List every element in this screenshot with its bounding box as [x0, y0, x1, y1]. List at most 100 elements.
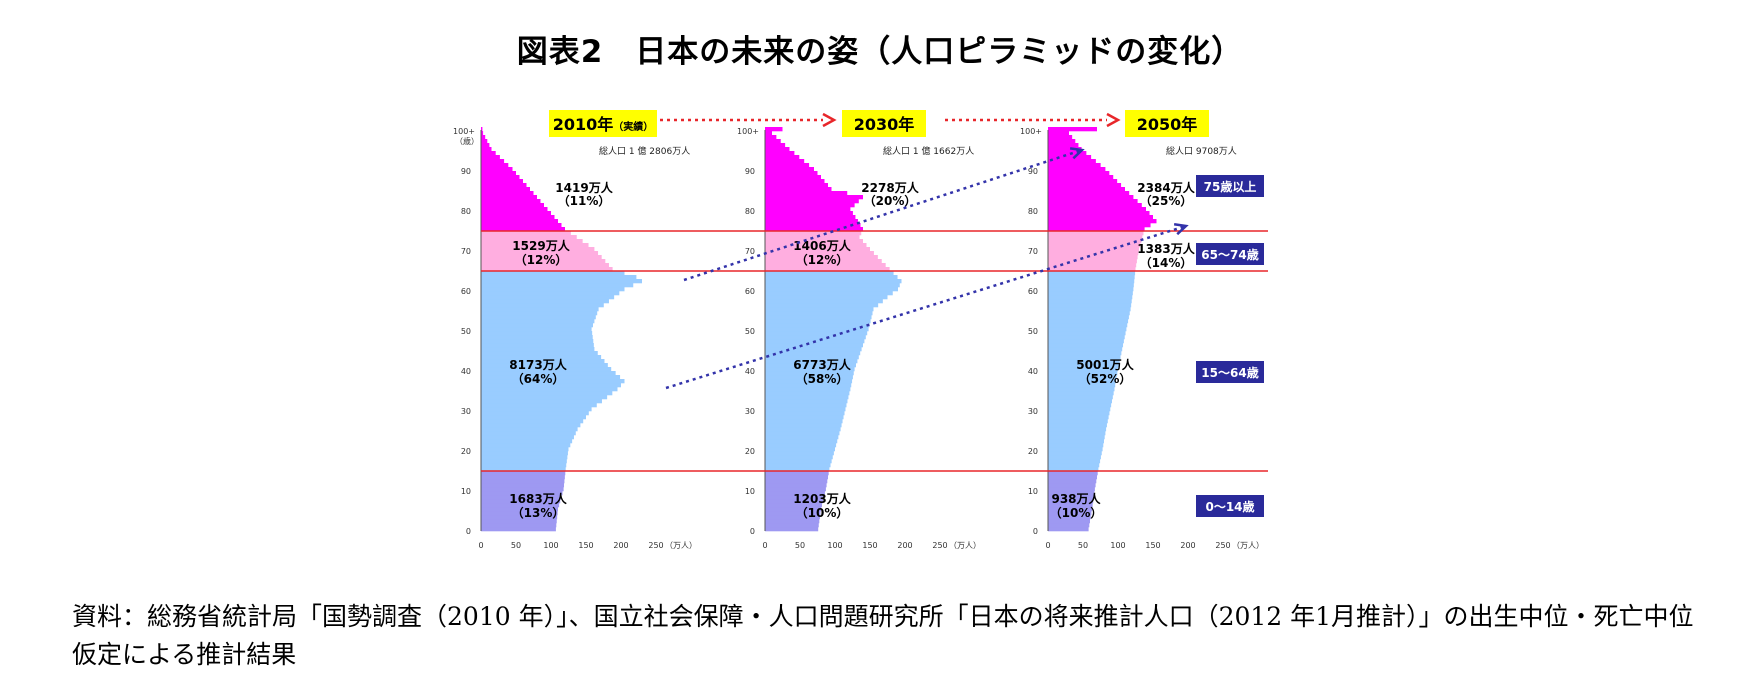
y-tick-label: 0 — [466, 527, 471, 536]
age-bar — [765, 131, 772, 136]
age-bar — [765, 411, 845, 416]
y-tick-label: 90 — [745, 167, 755, 176]
age-band-badge — [1196, 495, 1264, 517]
x-axis-unit-label: （万人） — [665, 541, 697, 550]
age-bar — [765, 331, 868, 336]
age-bar — [481, 235, 577, 240]
age-bar — [481, 195, 537, 200]
age-bar — [765, 203, 855, 208]
y-tick-label: 60 — [461, 287, 471, 296]
y-tick-label: 40 — [1028, 367, 1038, 376]
x-tick-label: 150 — [578, 541, 593, 550]
y-tick-label: 30 — [1028, 407, 1038, 416]
age-bar — [765, 523, 819, 528]
age-bar — [765, 495, 824, 500]
age-bar — [1048, 127, 1097, 132]
age-bar — [765, 491, 825, 496]
age-bar — [765, 459, 832, 464]
age-bar — [765, 255, 878, 260]
age-bar — [481, 427, 578, 432]
age-bar — [765, 467, 830, 472]
age-bar — [765, 151, 795, 156]
age-bar — [1048, 155, 1092, 160]
group-share-label: （13%） — [512, 505, 565, 520]
age-bar — [765, 499, 823, 504]
age-band-badge-label: 65～74歳 — [1201, 247, 1258, 262]
age-bar — [481, 127, 483, 132]
age-bar — [481, 375, 621, 380]
age-bar — [481, 479, 565, 484]
age-band-badge — [1196, 175, 1264, 197]
age-bar — [765, 483, 827, 488]
age-bar — [481, 387, 618, 392]
year-label-box — [549, 110, 657, 137]
y-tick-label: 80 — [461, 207, 471, 216]
age-bar — [765, 227, 863, 232]
age-bar — [1048, 211, 1150, 216]
age-bar — [765, 443, 837, 448]
y-tick-label-top: 100+ — [453, 127, 475, 136]
y-tick-label: 20 — [1028, 447, 1038, 456]
age-bar — [481, 323, 593, 328]
age-bar — [481, 183, 527, 188]
age-bar — [1048, 475, 1097, 480]
age-bar — [765, 159, 805, 164]
age-bar — [481, 407, 592, 412]
age-bar — [1048, 499, 1094, 504]
age-bar — [1048, 167, 1106, 172]
age-bar — [765, 507, 821, 512]
age-bar — [1048, 255, 1138, 260]
age-bar — [1048, 403, 1112, 408]
age-bar — [765, 231, 862, 236]
age-bar — [481, 139, 488, 144]
age-bar — [1048, 207, 1146, 212]
y-tick-label: 0 — [750, 527, 755, 536]
age-bar — [765, 279, 902, 284]
age-bar — [765, 515, 820, 520]
age-bar — [765, 435, 839, 440]
x-tick-label: 100 — [543, 541, 558, 550]
group-value-label: 1383万人 — [1137, 241, 1195, 256]
y-tick-label: 10 — [461, 487, 471, 496]
age-bar — [481, 175, 520, 180]
age-bar — [765, 287, 898, 292]
age-bar — [481, 299, 609, 304]
y-tick-label: 50 — [461, 327, 471, 336]
page-title: 図表2 日本の未来の姿（人口ピラミッドの変化） — [516, 34, 1244, 70]
x-tick-label: 100 — [1110, 541, 1125, 550]
age-bar — [1048, 203, 1142, 208]
age-bar — [1048, 399, 1112, 404]
group-value-label: 1419万人 — [555, 180, 613, 195]
age-bar — [1048, 199, 1138, 204]
age-bar — [1048, 527, 1089, 532]
cohort-line — [683, 148, 1083, 282]
group-share-label: （10%） — [1050, 505, 1103, 520]
age-bar — [1048, 459, 1101, 464]
age-bar — [481, 267, 613, 272]
age-bar — [1048, 287, 1134, 292]
age-bar — [481, 443, 571, 448]
age-bar — [1048, 343, 1124, 348]
age-bar — [1048, 307, 1131, 312]
age-bar — [481, 143, 490, 148]
age-bar — [481, 335, 593, 340]
age-bar — [481, 159, 505, 164]
age-bar — [765, 415, 844, 420]
age-band-badge-label: 75歳以上 — [1204, 179, 1257, 194]
age-bar — [765, 439, 838, 444]
x-tick-label: 0 — [1045, 541, 1050, 550]
age-bar — [1048, 419, 1108, 424]
group-share-label: （52%） — [1079, 371, 1132, 386]
age-bar — [765, 351, 861, 356]
age-bar — [1048, 451, 1102, 456]
age-bar — [481, 359, 605, 364]
total-population-label: 総人口 9708万人 — [1166, 145, 1237, 157]
age-bar — [765, 379, 853, 384]
age-bar — [765, 275, 898, 280]
age-bar — [1048, 303, 1132, 308]
age-bar — [1048, 427, 1107, 432]
y-tick-label: 20 — [461, 447, 471, 456]
age-bar — [1048, 259, 1137, 264]
age-bar — [481, 419, 584, 424]
